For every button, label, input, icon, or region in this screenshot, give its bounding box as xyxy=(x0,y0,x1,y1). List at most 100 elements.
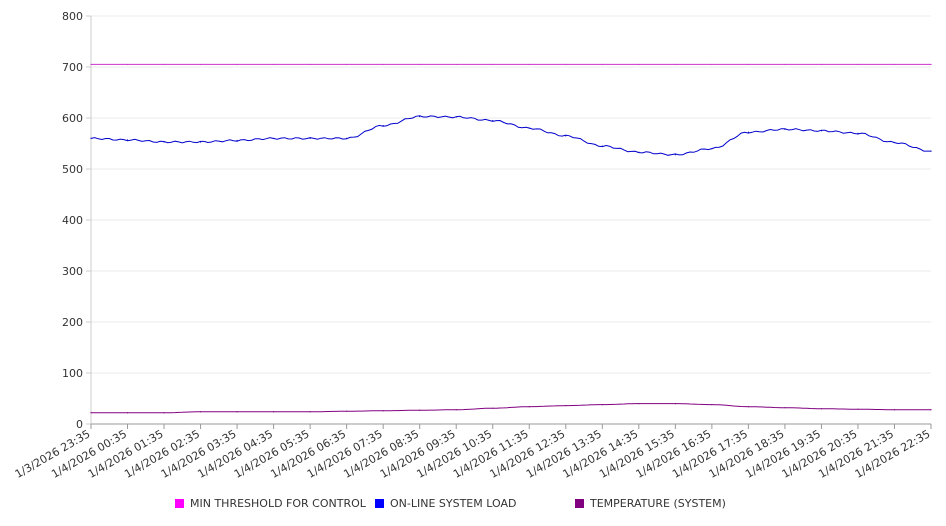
data-point xyxy=(199,63,202,66)
data-point xyxy=(528,63,530,66)
data-point xyxy=(893,63,896,66)
data-point xyxy=(747,131,749,133)
data-point xyxy=(419,63,421,66)
data-point xyxy=(492,407,494,409)
legend-swatch-system-load xyxy=(375,499,384,508)
data-point xyxy=(455,409,457,411)
data-point xyxy=(638,63,640,66)
data-point xyxy=(784,63,786,66)
data-point xyxy=(419,409,421,411)
data-point xyxy=(90,63,92,66)
data-point xyxy=(565,405,567,407)
data-point xyxy=(236,139,238,142)
data-point xyxy=(601,145,603,147)
data-point xyxy=(236,63,238,66)
data-point xyxy=(820,408,823,410)
y-tick-label: 500 xyxy=(62,163,83,176)
data-point xyxy=(382,125,384,127)
data-point xyxy=(784,407,786,409)
data-point xyxy=(346,410,348,412)
data-point xyxy=(309,137,311,139)
legend-item-system-load[interactable]: ON-LINE SYSTEM LOAD xyxy=(375,497,516,510)
data-point xyxy=(565,135,567,137)
data-point xyxy=(857,63,859,66)
data-point xyxy=(126,63,129,66)
legend-label-min-threshold: MIN THRESHOLD FOR CONTROL xyxy=(190,497,366,510)
y-tick-label: 0 xyxy=(76,418,83,431)
data-point xyxy=(419,115,421,118)
data-point xyxy=(455,63,457,66)
data-point xyxy=(893,409,896,411)
data-point xyxy=(674,63,676,66)
y-tick-label: 300 xyxy=(62,265,83,278)
data-point xyxy=(199,411,202,413)
data-point xyxy=(711,148,713,150)
data-point xyxy=(492,63,494,66)
data-point xyxy=(565,63,567,66)
data-point xyxy=(930,150,932,152)
data-point xyxy=(309,411,311,413)
data-point xyxy=(674,154,676,156)
data-point xyxy=(930,409,932,411)
data-point xyxy=(638,403,640,405)
data-point xyxy=(674,403,676,405)
data-point xyxy=(747,406,749,408)
data-point xyxy=(199,141,202,143)
data-point xyxy=(784,128,786,130)
data-point xyxy=(126,139,129,141)
data-point xyxy=(273,411,275,413)
y-tick-label: 600 xyxy=(62,112,83,125)
data-point xyxy=(163,63,165,66)
y-tick-label: 100 xyxy=(62,367,83,380)
data-point xyxy=(309,63,311,66)
data-point xyxy=(711,63,713,66)
data-point xyxy=(857,132,859,134)
series-2 xyxy=(90,403,932,414)
data-point xyxy=(820,130,823,132)
legend-swatch-min-threshold xyxy=(175,499,184,508)
data-point xyxy=(601,404,603,406)
y-axis-ticks: 0 100 200 300 400 500 600 700 800 xyxy=(62,10,91,431)
data-point xyxy=(163,141,165,143)
data-point xyxy=(382,63,384,66)
data-point xyxy=(820,63,823,66)
data-point xyxy=(747,63,749,66)
data-point xyxy=(273,137,275,139)
data-point xyxy=(528,127,530,129)
data-point xyxy=(126,412,129,414)
data-point xyxy=(930,63,932,66)
data-point xyxy=(382,410,384,412)
series xyxy=(90,63,932,414)
data-point xyxy=(455,116,457,118)
series-1 xyxy=(90,115,932,156)
data-point xyxy=(893,141,896,144)
legend: MIN THRESHOLD FOR CONTROL ON-LINE SYSTEM… xyxy=(0,497,946,515)
x-axis-ticks: 1/3/2026 23:351/4/2026 00:351/4/2026 01:… xyxy=(13,424,933,481)
data-point xyxy=(492,119,494,122)
data-point xyxy=(601,63,603,66)
y-tick-label: 800 xyxy=(62,10,83,23)
data-point xyxy=(638,151,640,153)
y-tick-label: 700 xyxy=(62,61,83,74)
data-point xyxy=(528,406,530,408)
series-0 xyxy=(90,63,932,66)
data-point xyxy=(857,408,859,410)
y-tick-label: 200 xyxy=(62,316,83,329)
legend-item-min-threshold[interactable]: MIN THRESHOLD FOR CONTROL xyxy=(175,497,366,510)
data-point xyxy=(90,412,92,414)
data-point xyxy=(236,411,238,413)
y-tick-label: 400 xyxy=(62,214,83,227)
legend-item-temperature[interactable]: TEMPERATURE (SYSTEM) xyxy=(575,497,726,510)
data-point xyxy=(346,63,348,66)
legend-label-system-load: ON-LINE SYSTEM LOAD xyxy=(390,497,517,510)
legend-label-temperature: TEMPERATURE (SYSTEM) xyxy=(590,497,726,510)
data-point xyxy=(273,63,275,66)
grid xyxy=(91,15,931,374)
data-point xyxy=(90,137,92,139)
data-point xyxy=(711,404,713,406)
series-line xyxy=(90,115,931,156)
series-line xyxy=(91,403,931,414)
legend-swatch-temperature xyxy=(575,499,584,508)
